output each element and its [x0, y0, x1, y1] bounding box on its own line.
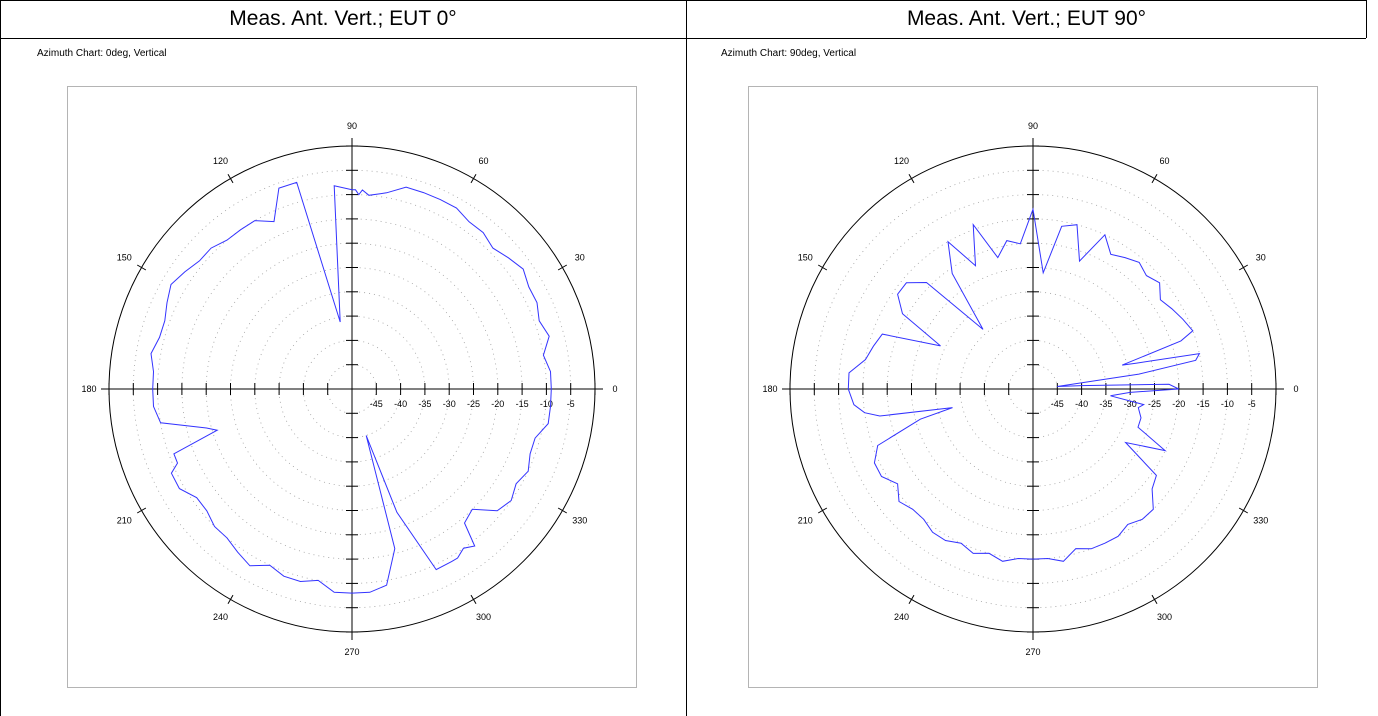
radial-tick-label: -20	[491, 399, 504, 409]
radial-tick-label: -30	[443, 399, 456, 409]
radial-tick-label: -35	[418, 399, 431, 409]
table-middle-divider	[686, 0, 687, 716]
angle-label: 330	[1253, 516, 1268, 526]
angle-label: 60	[1159, 156, 1169, 166]
radial-tick-label: -5	[1248, 399, 1256, 409]
angle-label: 210	[798, 516, 813, 526]
angle-label: 60	[478, 156, 488, 166]
angle-label: 240	[213, 612, 228, 622]
chart-title-90deg: Azimuth Chart: 90deg, Vertical	[721, 48, 857, 59]
radial-tick-label: -25	[467, 399, 480, 409]
pattern-trace	[847, 207, 1201, 562]
column-header-eut-90: Meas. Ant. Vert.; EUT 90°	[906, 7, 1147, 30]
table-left-border	[0, 0, 1, 716]
angle-tick	[1151, 594, 1158, 605]
angle-label: 180	[81, 384, 96, 394]
angle-label: 30	[575, 253, 585, 263]
radial-tick-label: -5	[567, 399, 575, 409]
radial-tick-label: -30	[1124, 399, 1137, 409]
angle-tick	[470, 594, 477, 605]
angle-tick	[908, 594, 915, 605]
angle-label: 120	[894, 156, 909, 166]
angle-label: 180	[762, 384, 777, 394]
chart-title-0deg: Azimuth Chart: 0deg, Vertical	[37, 48, 167, 59]
polar-chart-0deg: -45 -40 -35 -30 -25 -20 -15 -10 -5 0 30 60 90 120 150 1…	[81, 121, 617, 657]
angle-tick	[557, 264, 568, 271]
radial-tick-label: -40	[1075, 399, 1088, 409]
angle-label: 330	[572, 516, 587, 526]
angle-label: 120	[213, 156, 228, 166]
angle-tick	[1238, 264, 1249, 271]
radial-tick-label: -25	[1148, 399, 1161, 409]
chart-panel-0deg: -45 -40 -35 -30 -25 -20 -15 -10 -5 0 30 60 90 120 150 1…	[67, 86, 637, 688]
chart-panel-90deg: -45 -40 -35 -30 -25 -20 -15 -10 -5 0 30 60 90 120 150 1…	[748, 86, 1318, 688]
angle-tick	[557, 507, 568, 514]
radial-tick-label: -15	[1197, 399, 1210, 409]
radial-tick-label: -10	[540, 399, 553, 409]
angle-tick	[470, 173, 477, 184]
radial-tick-label: -45	[370, 399, 383, 409]
angle-label: 300	[476, 612, 491, 622]
angle-label: 300	[1157, 612, 1172, 622]
angle-tick	[136, 507, 147, 514]
angle-label: 90	[347, 121, 357, 131]
angle-label: 0	[1293, 384, 1298, 394]
angle-label: 150	[117, 253, 132, 263]
radial-tick-label: -35	[1099, 399, 1112, 409]
angle-label: 0	[612, 384, 617, 394]
angle-tick	[908, 173, 915, 184]
angle-label: 240	[894, 612, 909, 622]
table-right-border	[1366, 0, 1367, 38]
angle-tick	[227, 594, 234, 605]
angle-label: 150	[798, 253, 813, 263]
angle-tick	[1151, 173, 1158, 184]
radial-tick-label: -15	[516, 399, 529, 409]
angle-label: 90	[1028, 121, 1038, 131]
radial-tick-label: -45	[1051, 399, 1064, 409]
polar-chart-90deg: -45 -40 -35 -30 -25 -20 -15 -10 -5 0 30 60 90 120 150 1…	[762, 121, 1298, 657]
angle-tick	[1238, 507, 1249, 514]
radial-tick-label: -20	[1172, 399, 1185, 409]
table-header-divider	[0, 38, 1366, 39]
angle-label: 210	[117, 516, 132, 526]
pattern-trace	[150, 181, 552, 594]
table-top-border	[0, 0, 1366, 1]
angle-tick	[227, 173, 234, 184]
angle-label: 30	[1256, 253, 1266, 263]
angle-tick	[817, 507, 828, 514]
radial-tick-label: -10	[1221, 399, 1234, 409]
column-header-eut-0: Meas. Ant. Vert.; EUT 0°	[229, 7, 457, 30]
angle-tick	[817, 264, 828, 271]
angle-tick	[136, 264, 147, 271]
radial-tick-label: -40	[394, 399, 407, 409]
angle-label: 270	[1025, 647, 1040, 657]
angle-label: 270	[344, 647, 359, 657]
